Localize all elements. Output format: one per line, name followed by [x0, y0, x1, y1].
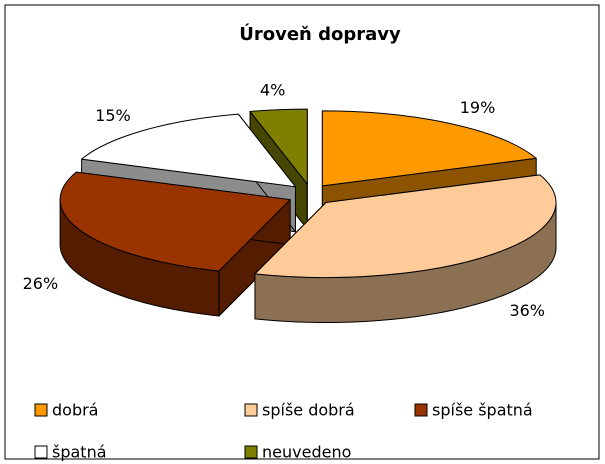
legend-label: spíše špatná [432, 401, 533, 420]
slice [321, 110, 537, 187]
data-label: 4% [260, 81, 285, 100]
chart-title: Úroveň dopravy [239, 23, 401, 45]
data-label: 19% [460, 98, 496, 117]
legend-swatch [34, 445, 48, 459]
legend-swatch [244, 445, 258, 459]
slice [59, 171, 291, 272]
legend-label: dobrá [52, 401, 98, 420]
slice [254, 174, 557, 279]
legend-label: špatná [52, 443, 107, 462]
slice [249, 108, 308, 185]
data-label: 36% [509, 301, 545, 320]
data-label: 15% [95, 106, 131, 125]
legend-label: spíše dobrá [262, 401, 355, 420]
legend-swatch [244, 403, 258, 417]
legend-label: neuvedeno [262, 443, 351, 462]
legend-swatch [414, 403, 428, 417]
data-label: 26% [23, 274, 59, 293]
slice [81, 113, 296, 188]
legend-swatch [34, 403, 48, 417]
